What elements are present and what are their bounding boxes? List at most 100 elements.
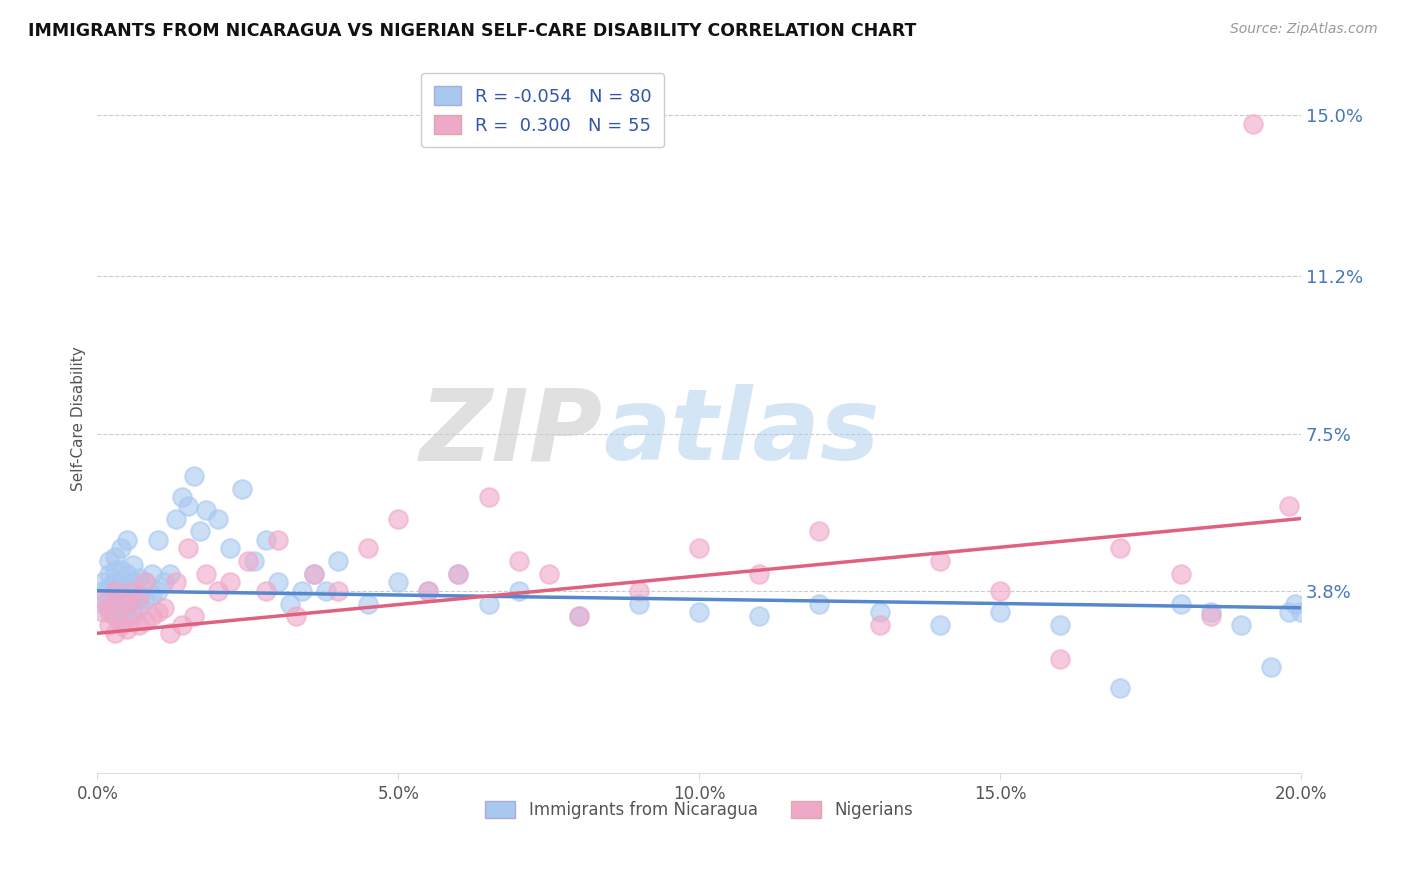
- Point: [110, 575, 132, 590]
- Point: [170, 491, 193, 505]
- Point: [104, 597, 127, 611]
- Point: [508, 583, 530, 598]
- Point: [278, 597, 301, 611]
- Point: [302, 566, 325, 581]
- Point: [104, 583, 127, 598]
- Point: [104, 549, 127, 564]
- Point: [117, 597, 139, 611]
- Point: [93, 605, 115, 619]
- Point: [291, 583, 314, 598]
- Text: atlas: atlas: [603, 384, 879, 482]
- Point: [98, 617, 121, 632]
- Point: [748, 566, 770, 581]
- Point: [1278, 499, 1301, 513]
- Point: [218, 575, 240, 590]
- Point: [1260, 660, 1282, 674]
- Point: [104, 562, 127, 576]
- Point: [243, 554, 266, 568]
- Point: [236, 554, 259, 568]
- Point: [117, 583, 139, 598]
- Point: [194, 566, 217, 581]
- Point: [110, 600, 132, 615]
- Point: [418, 583, 440, 598]
- Point: [93, 575, 115, 590]
- Point: [128, 617, 150, 632]
- Point: [152, 600, 174, 615]
- Point: [1229, 617, 1251, 632]
- Point: [627, 597, 650, 611]
- Point: [176, 541, 198, 556]
- Point: [988, 605, 1011, 619]
- Point: [146, 583, 169, 598]
- Point: [110, 614, 132, 628]
- Point: [159, 626, 181, 640]
- Point: [808, 597, 831, 611]
- Point: [122, 575, 145, 590]
- Point: [1284, 597, 1306, 611]
- Text: IMMIGRANTS FROM NICARAGUA VS NIGERIAN SELF-CARE DISABILITY CORRELATION CHART: IMMIGRANTS FROM NICARAGUA VS NIGERIAN SE…: [28, 22, 917, 40]
- Point: [869, 605, 891, 619]
- Point: [128, 588, 150, 602]
- Point: [1289, 605, 1312, 619]
- Point: [134, 575, 156, 590]
- Point: [928, 554, 950, 568]
- Point: [537, 566, 560, 581]
- Point: [194, 503, 217, 517]
- Point: [146, 605, 169, 619]
- Point: [98, 605, 121, 619]
- Point: [688, 605, 710, 619]
- Point: [326, 554, 349, 568]
- Point: [688, 541, 710, 556]
- Point: [357, 597, 380, 611]
- Point: [141, 588, 163, 602]
- Point: [928, 617, 950, 632]
- Point: [568, 609, 591, 624]
- Point: [98, 554, 121, 568]
- Point: [387, 575, 409, 590]
- Point: [128, 592, 150, 607]
- Point: [267, 575, 290, 590]
- Point: [1049, 652, 1071, 666]
- Text: Source: ZipAtlas.com: Source: ZipAtlas.com: [1230, 22, 1378, 37]
- Point: [254, 583, 277, 598]
- Point: [183, 469, 205, 483]
- Point: [447, 566, 470, 581]
- Point: [93, 583, 115, 598]
- Point: [284, 609, 307, 624]
- Point: [447, 566, 470, 581]
- Point: [128, 600, 150, 615]
- Point: [418, 583, 440, 598]
- Point: [477, 491, 499, 505]
- Point: [165, 575, 187, 590]
- Point: [134, 592, 156, 607]
- Point: [1109, 541, 1132, 556]
- Point: [326, 583, 349, 598]
- Point: [1170, 566, 1192, 581]
- Point: [110, 541, 132, 556]
- Point: [1199, 609, 1222, 624]
- Point: [141, 609, 163, 624]
- Point: [122, 609, 145, 624]
- Point: [231, 482, 253, 496]
- Point: [267, 533, 290, 547]
- Point: [93, 592, 115, 607]
- Point: [1170, 597, 1192, 611]
- Point: [1049, 617, 1071, 632]
- Point: [117, 566, 139, 581]
- Point: [152, 575, 174, 590]
- Point: [117, 622, 139, 636]
- Point: [134, 614, 156, 628]
- Point: [218, 541, 240, 556]
- Point: [387, 511, 409, 525]
- Point: [568, 609, 591, 624]
- Point: [254, 533, 277, 547]
- Point: [207, 583, 229, 598]
- Point: [207, 511, 229, 525]
- Point: [159, 566, 181, 581]
- Point: [165, 511, 187, 525]
- Point: [122, 592, 145, 607]
- Point: [98, 566, 121, 581]
- Point: [98, 580, 121, 594]
- Point: [98, 600, 121, 615]
- Point: [104, 609, 127, 624]
